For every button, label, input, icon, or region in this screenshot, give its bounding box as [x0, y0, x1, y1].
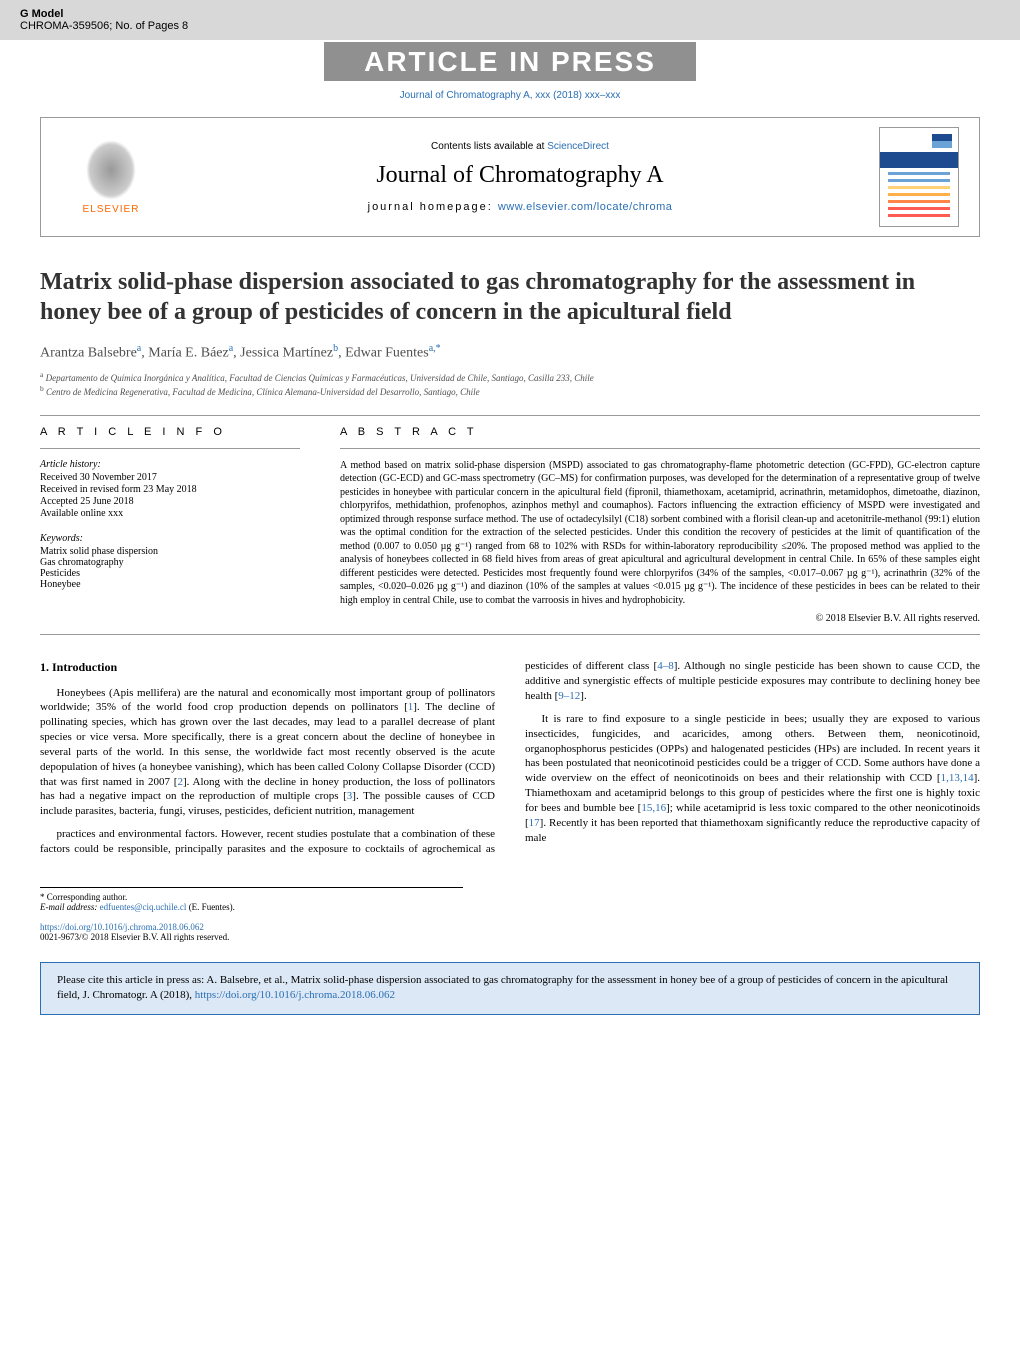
homepage-label: journal homepage:	[368, 201, 493, 213]
article-info-panel: A R T I C L E I N F O Article history: R…	[40, 426, 300, 625]
keyword-item: Honeybee	[40, 579, 300, 590]
article-title: Matrix solid-phase dispersion associated…	[40, 267, 980, 327]
two-column-body: 1. Introduction Honeybees (Apis mellifer…	[40, 659, 980, 856]
author-name: Arantza Balsebre	[40, 346, 137, 361]
affiliation-item: a Departamento de Química Inorgánica y A…	[40, 370, 980, 385]
affiliations: a Departamento de Química Inorgánica y A…	[40, 370, 980, 399]
article-info-heading: A R T I C L E I N F O	[40, 426, 300, 438]
introduction-section: 1. Introduction Honeybees (Apis mellifer…	[40, 659, 980, 856]
citation-ref[interactable]: 2	[177, 776, 183, 788]
article-in-press-banner: ARTICLE IN PRESS	[0, 40, 1020, 84]
divider-abstract	[340, 448, 980, 449]
citation-ref[interactable]: 3	[347, 790, 353, 802]
history-item: Received 30 November 2017	[40, 472, 300, 483]
elsevier-tree-icon	[86, 140, 136, 200]
citation-ref[interactable]: 1	[408, 701, 414, 713]
author-aff: a	[137, 343, 141, 354]
history-item: Available online xxx	[40, 508, 300, 519]
journal-header-center: Contents lists available at ScienceDirec…	[181, 141, 859, 213]
citation-box: Please cite this article in press as: A.…	[40, 962, 980, 1015]
gmodel-pages: No. of Pages 8	[115, 20, 188, 32]
keyword-item: Pesticides	[40, 568, 300, 579]
journal-link[interactable]: Journal of Chromatography A, xxx (2018) …	[400, 90, 621, 101]
corresponding-name: (E. Fuentes).	[189, 902, 235, 912]
aip-text: ARTICLE IN PRESS	[324, 42, 696, 81]
author-name: María E. Báez	[148, 346, 228, 361]
contents-text: Contents lists available at	[431, 141, 544, 152]
citation-doi-link[interactable]: https://doi.org/10.1016/j.chroma.2018.06…	[195, 989, 395, 1001]
journal-citation-link: Journal of Chromatography A, xxx (2018) …	[0, 84, 1020, 107]
doi-footer: https://doi.org/10.1016/j.chroma.2018.06…	[40, 922, 980, 942]
homepage-line: journal homepage: www.elsevier.com/locat…	[181, 201, 859, 213]
elsevier-text: ELSEVIER	[83, 204, 140, 215]
history-list: Received 30 November 2017Received in rev…	[40, 472, 300, 519]
abstract-text: A method based on matrix solid-phase dis…	[340, 459, 980, 608]
citation-ref[interactable]: 9–12	[558, 690, 580, 702]
cover-line	[888, 172, 950, 175]
citation-text: Please cite this article in press as: A.…	[57, 974, 948, 1001]
cover-lines	[888, 172, 950, 221]
sciencedirect-link[interactable]: ScienceDirect	[547, 141, 609, 152]
affiliation-item: b Centro de Medicina Regenerativa, Facul…	[40, 384, 980, 399]
divider-info	[40, 448, 300, 449]
cover-line	[888, 200, 950, 203]
info-abstract-row: A R T I C L E I N F O Article history: R…	[40, 426, 980, 625]
gmodel-bar: G Model CHROMA-359506; No. of Pages 8	[0, 0, 1020, 40]
page-container: G Model CHROMA-359506; No. of Pages 8 AR…	[0, 0, 1020, 1351]
doi-link[interactable]: https://doi.org/10.1016/j.chroma.2018.06…	[40, 922, 204, 932]
keywords-list: Matrix solid phase dispersionGas chromat…	[40, 546, 300, 590]
author-aff: b	[333, 343, 338, 354]
intro-para-1: Honeybees (Apis mellifera) are the natur…	[40, 686, 495, 820]
keywords-label: Keywords:	[40, 533, 300, 544]
author-aff: a,*	[429, 343, 441, 354]
cover-line	[888, 193, 950, 196]
abstract-panel: A B S T R A C T A method based on matrix…	[340, 426, 980, 625]
intro-heading: 1. Introduction	[40, 659, 495, 675]
gmodel-label: G Model	[20, 8, 1000, 20]
elsevier-logo: ELSEVIER	[61, 127, 161, 227]
divider-2	[40, 634, 980, 635]
homepage-url[interactable]: www.elsevier.com/locate/chroma	[498, 201, 673, 213]
abstract-copyright: © 2018 Elsevier B.V. All rights reserved…	[340, 613, 980, 624]
cover-line	[888, 186, 950, 189]
journal-name: Journal of Chromatography A	[181, 162, 859, 189]
divider-1	[40, 415, 980, 416]
issn-copyright: 0021-9673/© 2018 Elsevier B.V. All right…	[40, 932, 229, 942]
contents-line: Contents lists available at ScienceDirec…	[181, 141, 859, 152]
cover-title-bar	[880, 152, 958, 168]
author-name: Jessica Martínez	[240, 346, 333, 361]
cover-line	[888, 214, 950, 217]
intro-para-3: It is rare to find exposure to a single …	[525, 712, 980, 846]
authors-line: Arantza Balsebrea, María E. Báeza, Jessi…	[40, 343, 980, 362]
history-item: Accepted 25 June 2018	[40, 496, 300, 507]
cover-line	[888, 207, 950, 210]
author-name: Edwar Fuentes	[345, 346, 429, 361]
cover-line	[888, 179, 950, 182]
article-body: Matrix solid-phase dispersion associated…	[0, 247, 1020, 942]
corresponding-label: * Corresponding author.	[40, 892, 463, 902]
history-label: Article history:	[40, 459, 300, 470]
history-item: Received in revised form 23 May 2018	[40, 484, 300, 495]
journal-cover-thumbnail	[879, 127, 959, 227]
email-label: E-mail address:	[40, 902, 97, 912]
citation-ref[interactable]: 1,13,14	[941, 772, 974, 784]
abstract-heading: A B S T R A C T	[340, 426, 980, 438]
corresponding-author: * Corresponding author. E-mail address: …	[40, 887, 463, 912]
author-aff: a	[229, 343, 233, 354]
citation-ref[interactable]: 17	[529, 817, 540, 829]
keyword-item: Matrix solid phase dispersion	[40, 546, 300, 557]
email-link[interactable]: edfuentes@ciq.uchile.cl	[100, 902, 187, 912]
citation-ref[interactable]: 15,16	[641, 802, 666, 814]
citation-ref[interactable]: 4–8	[657, 660, 674, 672]
gmodel-code: CHROMA-359506;	[20, 20, 112, 32]
keyword-item: Gas chromatography	[40, 557, 300, 568]
journal-header-box: ELSEVIER Contents lists available at Sci…	[40, 117, 980, 237]
